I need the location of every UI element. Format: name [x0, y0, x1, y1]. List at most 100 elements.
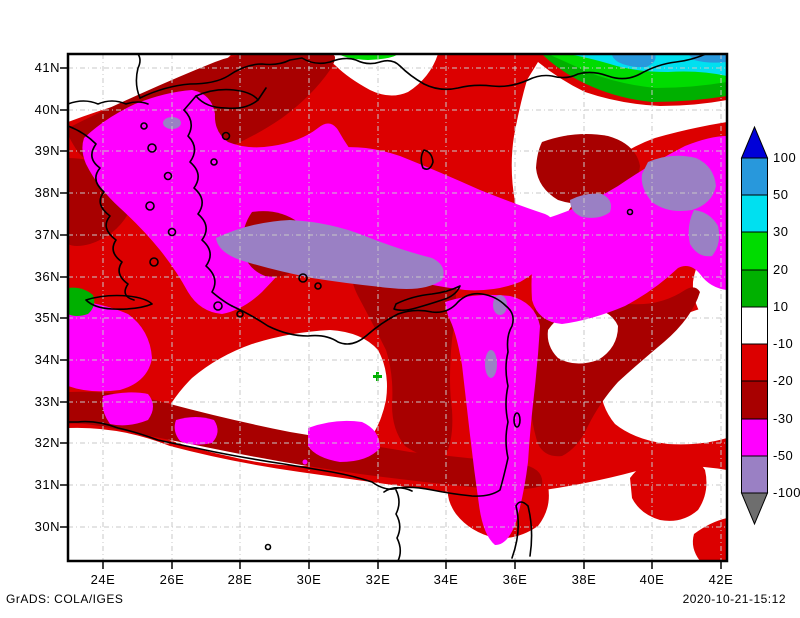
- coastline-bulgaria: [135, 54, 141, 99]
- region-green-top-sliver: [338, 54, 398, 60]
- coastline-west-turkey: [183, 109, 233, 307]
- lon-label-36e: 36E: [502, 572, 528, 587]
- coastline-red-sea-gulf: [511, 501, 533, 559]
- grads-stamp: GrADS: COLA/IGES: [6, 592, 124, 606]
- colorbar-label-m30: -30: [773, 411, 794, 426]
- region-purple-levant-2: [485, 350, 497, 378]
- island-icon: [221, 131, 231, 141]
- lon-label-28e: 28E: [227, 572, 253, 587]
- lat-label-32n: 32N: [34, 435, 60, 450]
- region-white-top-center: [322, 54, 438, 96]
- coastline-crete: [85, 294, 153, 310]
- colorbar-label-m100: -100: [773, 485, 800, 500]
- colorbar-seg-m50-m100: [741, 455, 768, 494]
- colorbar-label-m10: -10: [773, 336, 794, 351]
- lat-label-35n: 35N: [34, 310, 60, 325]
- region-darkred-africa-coast-band: [68, 391, 543, 490]
- coastline-layer: [68, 54, 708, 561]
- lat-label-37n: 37N: [34, 227, 60, 242]
- lon-label-30e: 30E: [296, 572, 322, 587]
- region-magenta-south-blob-1: [102, 392, 153, 426]
- map-frame: [66, 52, 729, 563]
- lon-label-32e: 32E: [365, 572, 391, 587]
- region-green-crete-west: [68, 287, 95, 316]
- lat-label-40n: 40N: [34, 102, 60, 117]
- colorbar-seg-neutral: [741, 306, 768, 345]
- lon-label-26e: 26E: [159, 572, 185, 587]
- colorbar-seg-m30-m50: [741, 418, 768, 457]
- region-purple-central-band: [216, 220, 444, 289]
- region-blue-ne-blob: [612, 54, 656, 68]
- coastline-lake-tuz: [420, 149, 434, 170]
- coastline-cyprus: [393, 285, 461, 312]
- tick-layer: [60, 67, 722, 569]
- lat-label-38n: 38N: [34, 185, 60, 200]
- lat-label-36n: 36N: [34, 269, 60, 284]
- colorbar-label-m20: -20: [773, 373, 794, 388]
- lat-label-34n: 34N: [34, 352, 60, 367]
- region-purple-east-blob: [641, 155, 716, 211]
- lon-label-42e: 42E: [708, 572, 734, 587]
- region-white-nw-corner: [68, 54, 232, 122]
- region-magenta-delta-dot: [302, 459, 308, 465]
- region-magenta-west-edge: [68, 300, 152, 392]
- region-magenta-south-blob-3: [308, 420, 380, 462]
- region-blue-ne-corner: [688, 54, 727, 63]
- lake-icon: [314, 282, 322, 290]
- lat-label-30n: 30N: [34, 519, 60, 534]
- lon-label-24e: 24E: [90, 572, 116, 587]
- colorbar-label-100: 100: [773, 150, 797, 165]
- colorbar-label-30: 30: [773, 224, 789, 239]
- coastline-greece: [68, 125, 135, 301]
- lon-label-38e: 38E: [571, 572, 597, 587]
- lat-label-39n: 39N: [34, 143, 60, 158]
- region-green-tiny-cross: [373, 372, 382, 381]
- lat-label-41n: 41N: [34, 60, 60, 75]
- region-purple-levant-1: [493, 295, 507, 315]
- region-red-se-corner: [692, 518, 727, 561]
- lon-label-40e: 40E: [639, 572, 665, 587]
- region-magenta-levant-band: [445, 294, 540, 545]
- coastline-north-aegean: [68, 100, 149, 105]
- island-icon: [210, 158, 218, 166]
- region-purple-small-east: [570, 193, 611, 218]
- timestamp: 2020-10-21-15:12: [682, 592, 786, 606]
- region-red-southeast-blob: [630, 454, 707, 521]
- colorbar-seg-10-20: [741, 269, 768, 308]
- colorbar-label-m50: -50: [773, 448, 794, 463]
- region-white-east: [600, 302, 727, 445]
- colorbar: [740, 125, 769, 526]
- region-purple-east-tail: [688, 210, 720, 257]
- coastline-nile: [383, 486, 413, 561]
- island-icon: [145, 201, 155, 211]
- colorbar-seg-50-100: [741, 157, 768, 196]
- colorbar-label-20: 20: [773, 262, 789, 277]
- colorbar-label-50: 50: [773, 187, 789, 202]
- colorbar-label-10: 10: [773, 299, 789, 314]
- coastline-straits: [183, 87, 267, 111]
- lake-icon: [626, 208, 634, 216]
- island-icon: [140, 122, 148, 130]
- island-icon: [147, 143, 157, 153]
- coastline-levant-north-africa: [68, 292, 514, 497]
- island-icon: [163, 171, 173, 181]
- island-rhodes-icon: [213, 301, 223, 311]
- colorbar-seg-m20-m30: [741, 380, 768, 420]
- colorbar-arrow-up: [740, 125, 769, 159]
- island-icon: [149, 257, 159, 267]
- gridline-layer: [68, 54, 727, 561]
- colorbar-seg-30-50: [741, 194, 768, 233]
- contour-fill-layer: [68, 54, 727, 561]
- colorbar-seg-m10-m20: [741, 343, 768, 382]
- island-icon: [167, 227, 177, 237]
- lat-label-33n: 33N: [34, 394, 60, 409]
- lat-label-31n: 31N: [34, 477, 60, 492]
- lon-label-34e: 34E: [433, 572, 459, 587]
- region-magenta-south-blob-2: [174, 417, 218, 445]
- colorbar-seg-20-30: [741, 231, 768, 271]
- coastline-black-sea: [139, 54, 708, 99]
- island-icon: [264, 543, 272, 551]
- island-icon: [236, 310, 244, 318]
